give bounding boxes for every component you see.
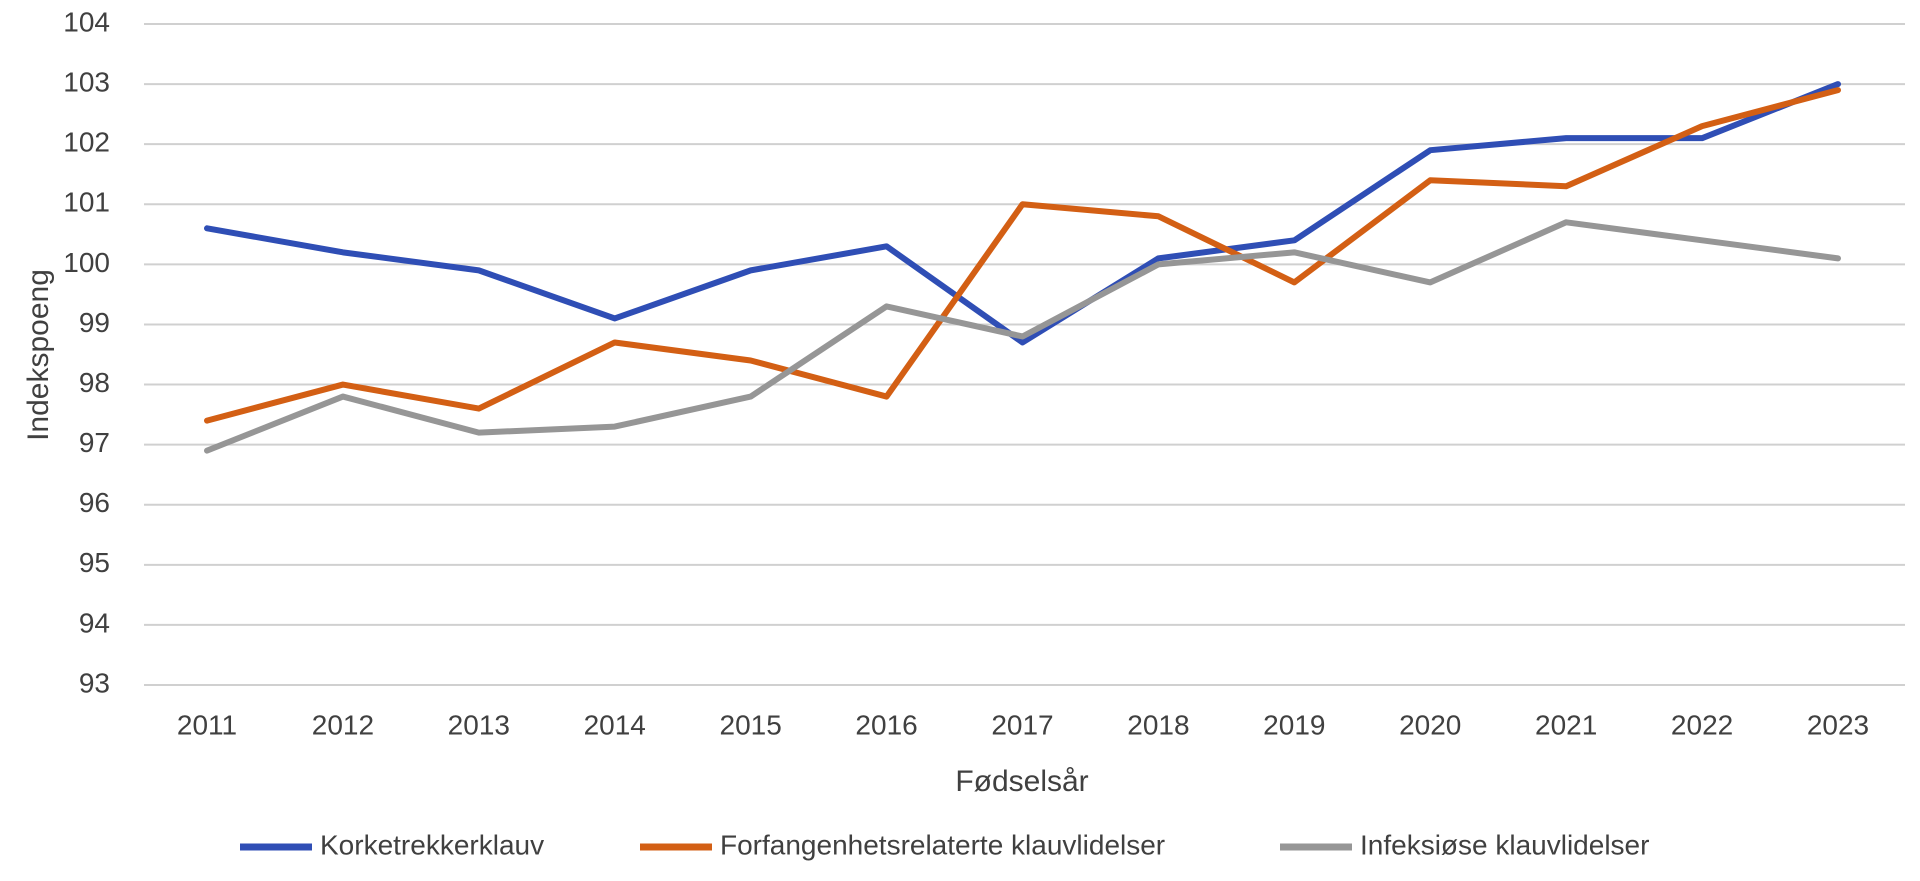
y-tick-label: 103 (63, 66, 110, 97)
x-axis-title: Fødselsår (955, 765, 1088, 798)
x-tick-label: 2023 (1807, 709, 1869, 740)
y-tick-label: 97 (79, 427, 110, 458)
x-tick-label: 2017 (991, 709, 1053, 740)
x-tick-label: 2012 (312, 709, 374, 740)
x-tick-label: 2013 (448, 709, 510, 740)
y-tick-label: 100 (63, 247, 110, 278)
x-tick-label: 2015 (720, 709, 782, 740)
x-tick-label: 2016 (855, 709, 917, 740)
x-tick-label: 2021 (1535, 709, 1597, 740)
series-lines (204, 81, 1841, 454)
legend-label: Forfangenhetsrelaterte klauvlidelser (720, 829, 1165, 860)
y-tick-label: 94 (79, 607, 110, 638)
gridlines (144, 23, 1905, 686)
y-axis-ticks: 93 94 95 96 97 98 99 100 101 102 103 104 (63, 6, 110, 698)
y-tick-label: 95 (79, 547, 110, 578)
x-tick-label: 2019 (1263, 709, 1325, 740)
x-axis-ticks: 2011 2012 2013 2014 2015 2016 2017 2018 2019 2020… (177, 709, 1869, 740)
y-tick-label: 99 (79, 307, 110, 338)
x-tick-label: 2014 (584, 709, 646, 740)
series-line-3 (204, 219, 1841, 454)
series-line-1 (204, 81, 1841, 346)
y-tick-label: 104 (63, 6, 110, 37)
y-tick-label: 102 (63, 127, 110, 158)
x-tick-label: 2022 (1671, 709, 1733, 740)
legend-label: Infeksiøse klauvlidelser (1360, 829, 1649, 860)
y-axis-title: Indekspoeng (22, 269, 55, 441)
y-tick-label: 96 (79, 487, 110, 518)
legend-label: Korketrekkerklauv (320, 829, 544, 860)
y-tick-label: 98 (79, 367, 110, 398)
x-tick-label: 2020 (1399, 709, 1461, 740)
y-tick-label: 101 (63, 187, 110, 218)
x-tick-label: 2011 (177, 709, 237, 740)
y-tick-label: 93 (79, 667, 110, 698)
series-line-2 (204, 87, 1841, 424)
x-tick-label: 2018 (1127, 709, 1189, 740)
legend: Korketrekkerklauv Forfangenhetsrelaterte … (240, 829, 1649, 860)
